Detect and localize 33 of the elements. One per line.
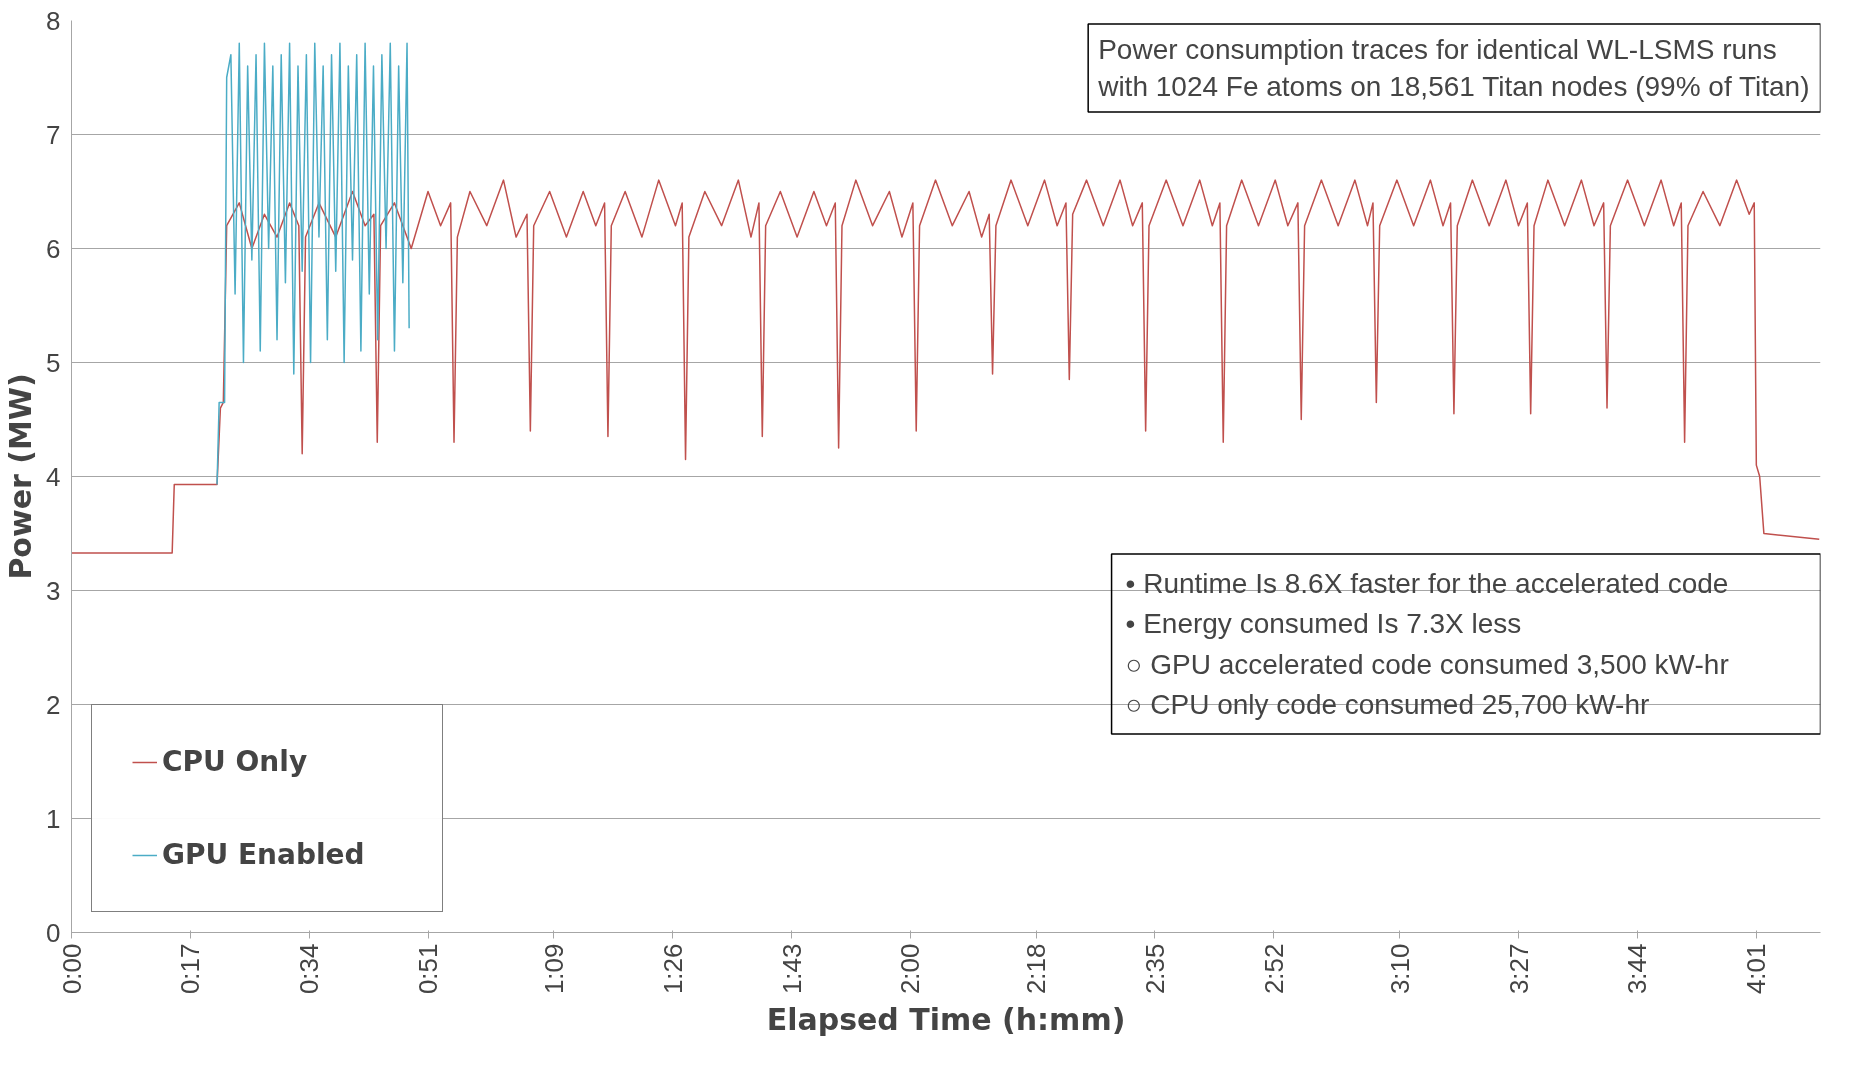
x-tick-label: 2:18: [1021, 943, 1052, 995]
x-tick-label: 1:43: [776, 943, 807, 995]
line-series: [71, 179, 1820, 554]
annotation: Power consumption traces for identical WL-LSMS runs with 1024 Fe atoms on 18,561 Titan nodes (99% of Titan): [1097, 33, 1810, 103]
x-tick-label: 3:44: [1622, 943, 1653, 995]
x-tick-label: 0:17: [175, 943, 206, 995]
annotation: ○ CPU only code consumed 25,700 kW-hr: [1125, 688, 1650, 720]
y-tick-label: 5: [46, 347, 61, 378]
x-tick-label: 1:26: [657, 943, 688, 995]
y-tick-label: 4: [46, 461, 61, 492]
x-tick-label: 2:00: [895, 943, 926, 995]
line-series: [216, 42, 410, 486]
x-tick-label: 1:09: [538, 943, 569, 995]
x-axis-title: Elapsed Time (h:mm): [766, 1002, 1126, 1038]
annotation: • Runtime Is 8.6X faster for the accelerated code: [1125, 568, 1729, 600]
y-tick-label: 1: [46, 803, 61, 834]
y-tick-label: 7: [46, 119, 61, 150]
x-tick-label: 0:34: [294, 943, 325, 995]
x-tick-label: 0:51: [413, 943, 444, 995]
y-tick-label: 3: [46, 575, 61, 606]
x-tick-label: 4:01: [1741, 943, 1772, 995]
y-tick-label: 6: [46, 233, 61, 264]
legend-label: CPU Only: [162, 745, 309, 778]
y-tick-label: 8: [46, 5, 61, 36]
annotation: ○ GPU accelerated code consumed 3,500 kW-hr: [1125, 648, 1729, 680]
y-tick-label: 2: [46, 689, 61, 720]
x-tick-label: 2:35: [1140, 943, 1170, 995]
legend-label: GPU Enabled: [162, 838, 366, 871]
x-tick-label: 2:52: [1258, 943, 1289, 995]
y-axis-title: Power (MW): [3, 373, 39, 580]
x-tick-label: 3:10: [1384, 943, 1415, 995]
x-tick-label: 3:27: [1503, 943, 1534, 995]
annotation: • Energy consumed Is 7.3X less: [1125, 608, 1522, 640]
